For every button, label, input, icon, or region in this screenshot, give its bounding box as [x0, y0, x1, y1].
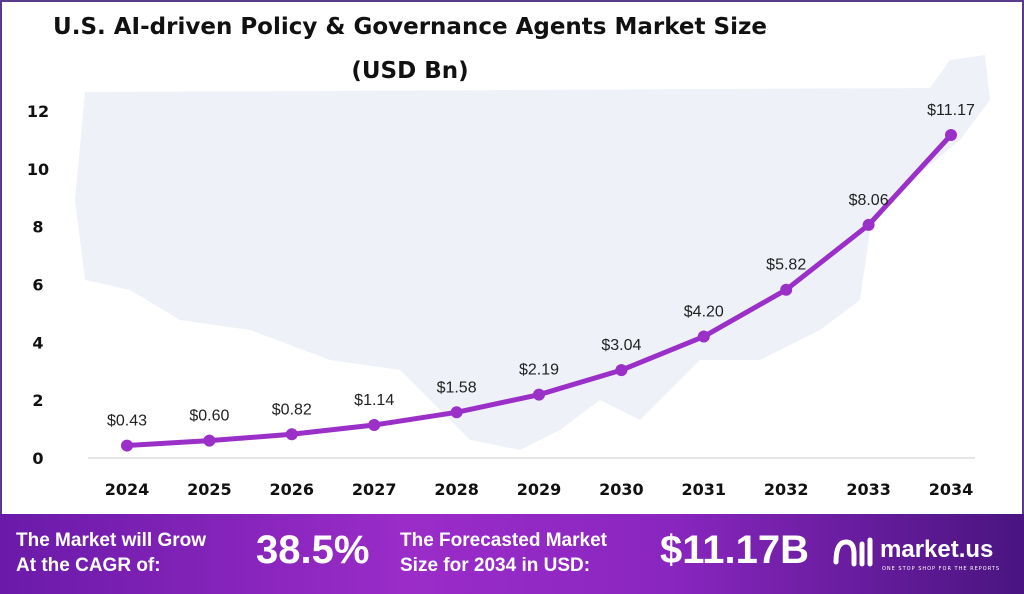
summary-banner: The Market will Grow At the CAGR of: 38.… — [0, 514, 1024, 594]
data-point — [697, 330, 710, 343]
data-label: $11.17 — [927, 102, 975, 119]
forecast-label-2: Size for 2034 in USD: — [400, 555, 591, 576]
data-label: $0.43 — [107, 413, 147, 430]
x-tick-label: 2025 — [187, 480, 232, 499]
logo-icon — [833, 537, 873, 567]
data-point — [368, 419, 381, 432]
y-tick-label: 2 — [32, 391, 43, 410]
data-label: $5.82 — [766, 257, 806, 274]
forecast-label-1: The Forecasted Market — [400, 530, 607, 551]
y-tick-label: 0 — [32, 449, 43, 468]
data-label: $3.04 — [601, 337, 641, 354]
data-label: $8.06 — [849, 192, 889, 209]
cagr-value: 38.5% — [256, 528, 370, 572]
x-tick-label: 2028 — [434, 480, 479, 499]
data-point — [203, 434, 216, 447]
data-point — [450, 406, 463, 419]
x-tick-label: 2027 — [352, 480, 397, 499]
data-point — [945, 129, 957, 142]
data-label: $0.60 — [189, 408, 229, 425]
market-us-logo: market.us ONE STOP SHOP FOR THE REPORTS — [832, 536, 999, 574]
x-tick-label: 2033 — [846, 480, 891, 499]
data-point — [862, 218, 875, 231]
data-label: $1.14 — [354, 392, 394, 409]
cagr-label-2: At the CAGR of: — [16, 555, 161, 576]
x-tick-label: 2030 — [599, 480, 644, 499]
y-tick-label: 12 — [27, 102, 49, 121]
forecast-value: $11.17B — [660, 528, 810, 572]
y-tick-label: 6 — [32, 276, 43, 295]
line-chart: 0 2 4 6 8 10 12 2024 2025 2026 2027 2028 2029 2030 203… — [27, 55, 990, 499]
chart-subtitle: (USD Bn) — [351, 58, 469, 84]
data-point — [533, 388, 545, 401]
y-tick-label: 10 — [27, 160, 49, 179]
x-tick-label: 2032 — [764, 480, 809, 499]
data-point — [780, 283, 793, 296]
us-map-silhouette — [75, 55, 990, 450]
data-label: $4.20 — [684, 304, 724, 321]
x-tick-label: 2026 — [270, 480, 315, 499]
y-tick-label: 4 — [32, 333, 43, 352]
data-label: $0.82 — [272, 401, 312, 418]
data-point — [285, 428, 298, 441]
data-point — [615, 364, 628, 377]
x-tick-label: 2031 — [682, 480, 727, 499]
chart-title: U.S. AI-driven Policy & Governance Agent… — [53, 14, 767, 40]
cagr-label-1: The Market will Grow — [16, 530, 207, 551]
x-tick-label: 2034 — [929, 480, 974, 499]
x-tick-label: 2024 — [105, 480, 150, 499]
y-tick-label: 8 — [32, 218, 43, 237]
data-label: $2.19 — [519, 362, 559, 379]
logo-tagline: ONE STOP SHOP FOR THE REPORTS — [882, 566, 1001, 572]
data-label: $1.58 — [437, 379, 477, 396]
data-point — [121, 439, 133, 452]
x-tick-label: 2029 — [517, 480, 562, 499]
logo-name: market.us — [880, 536, 994, 563]
